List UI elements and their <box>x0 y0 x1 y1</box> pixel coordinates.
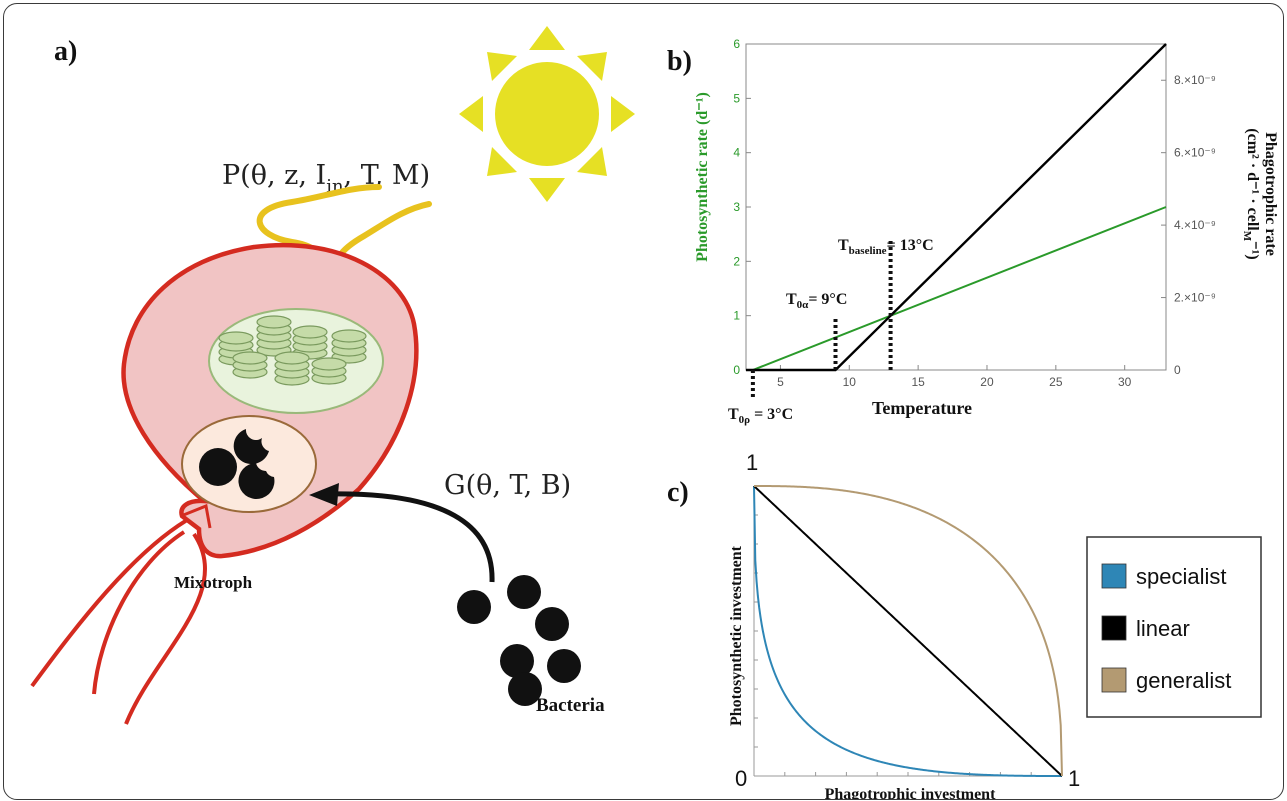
thylakoid-disc <box>331 329 367 343</box>
generalist-curve <box>754 485 1063 777</box>
x-tick-label: 15 <box>911 375 925 389</box>
panel-c-ylabel: Photosynthetic investment <box>728 545 745 726</box>
photosynthesis-formula: P(θ, z, Iin, T, M) <box>222 160 430 197</box>
x-tick-label: 10 <box>843 375 857 389</box>
linear-curve <box>753 485 1063 777</box>
y-tick-label: 4 <box>733 146 740 160</box>
mixotroph-label: Mixotroph <box>174 573 253 592</box>
y-tick-label: 2 <box>733 254 740 268</box>
x-tick-label: 5 <box>777 375 784 389</box>
grazing-arrowhead <box>309 483 339 506</box>
panel-c-top-left-tick: 1 <box>746 450 758 475</box>
panel-b-ylabel-left: Photosynthetic rate (d⁻¹) <box>694 92 711 262</box>
svg-text:(cm² · d⁻¹ · cellM⁻¹): (cm² · d⁻¹ · cellM⁻¹) <box>1241 128 1261 259</box>
panel-a: a) P(θ, z, Iin, T, M) <box>30 26 635 725</box>
panel-c-label: c) <box>667 477 689 508</box>
y-tick-label: 5 <box>733 91 740 105</box>
panel-c-bottom-right-tick: 1 <box>1068 766 1080 791</box>
y-tick-label: 6 <box>733 37 740 51</box>
thylakoid-disc <box>232 351 268 365</box>
svg-text:Phagotrophic rate: Phagotrophic rate <box>1262 132 1279 256</box>
annotation-tbaseline: Tbaseline= 13°C <box>838 237 934 257</box>
thylakoid-disc <box>256 315 292 329</box>
panel-c-legend: specialist linear generalist <box>1086 536 1262 718</box>
annotation-t0a: T0α= 9°C <box>786 291 847 311</box>
panel-b-xlabel: Temperature <box>872 398 972 418</box>
photosynthetic-rate-line <box>752 206 1167 371</box>
right-tick-label: 8.×10⁻⁹ <box>1174 73 1216 87</box>
panel-b-ylabel-right: Phagotrophic rate (cm² · d⁻¹ · cellM⁻¹) <box>1241 128 1279 259</box>
right-tick-label: 6.×10⁻⁹ <box>1174 146 1216 160</box>
grazing-formula: G(θ, T, B) <box>444 470 571 501</box>
grazing-arrow <box>328 491 495 583</box>
x-tick-label: 20 <box>980 375 994 389</box>
flagella <box>30 514 207 725</box>
legend-swatch-specialist <box>1101 563 1127 589</box>
panel-b-axes: 5 10 15 20 25 30 0 1 2 3 4 5 6 0 2.×10⁻⁹ 4.×10⁻⁹ 6.×10⁻⁹… <box>733 37 1216 389</box>
right-tick-label: 4.×10⁻⁹ <box>1174 218 1216 232</box>
y-tick-label: 0 <box>733 363 740 377</box>
cell-mouth <box>180 503 212 529</box>
y-tick-label: 3 <box>733 200 740 214</box>
bacteria-cluster <box>457 575 581 706</box>
legend-label-linear: linear <box>1136 616 1190 641</box>
thylakoid-disc <box>292 325 328 339</box>
panel-c: c) 1 0 1 Phagotrophic investment Photosy… <box>667 450 1262 799</box>
thylakoid-disc <box>218 331 254 345</box>
panel-b-series <box>746 43 1167 398</box>
panel-a-label: a) <box>54 36 77 67</box>
panel-b: b) 5 10 15 20 25 30 0 1 2 3 4 5 6 0 2.×10⁻⁹ 4.×10⁻⁹ 6.×1… <box>667 37 1279 426</box>
figure-frame: a) P(θ, z, Iin, T, M) <box>3 3 1284 800</box>
sun-icon <box>459 26 635 202</box>
x-tick-label: 30 <box>1118 375 1132 389</box>
specialist-curve <box>753 485 1062 777</box>
thylakoid-disc <box>311 357 347 371</box>
phagotrophic-rate-line <box>746 43 1167 372</box>
right-tick-label: 2.×10⁻⁹ <box>1174 291 1216 305</box>
thylakoid-disc <box>274 351 310 365</box>
panel-c-xlabel: Phagotrophic investment <box>825 786 996 799</box>
panel-c-plot <box>753 485 1063 777</box>
bacteria-label: Bacteria <box>536 695 605 716</box>
panel-b-frame <box>745 43 1167 371</box>
food-vacuole <box>181 415 317 513</box>
x-tick-label: 25 <box>1049 375 1063 389</box>
legend-swatch-generalist <box>1101 667 1127 693</box>
chloroplast <box>208 308 384 414</box>
annotation-t0p: T0ρ = 3°C <box>728 406 793 426</box>
legend-label-generalist: generalist <box>1136 668 1231 693</box>
legend-swatch-linear <box>1101 615 1127 641</box>
right-tick-label: 0 <box>1174 363 1181 377</box>
y-tick-label: 1 <box>733 309 740 323</box>
panel-b-label: b) <box>667 46 692 77</box>
panel-c-bottom-left-tick: 0 <box>735 766 747 791</box>
figure-canvas: a) P(θ, z, Iin, T, M) <box>30 26 1279 799</box>
legend-label-specialist: specialist <box>1136 564 1226 589</box>
